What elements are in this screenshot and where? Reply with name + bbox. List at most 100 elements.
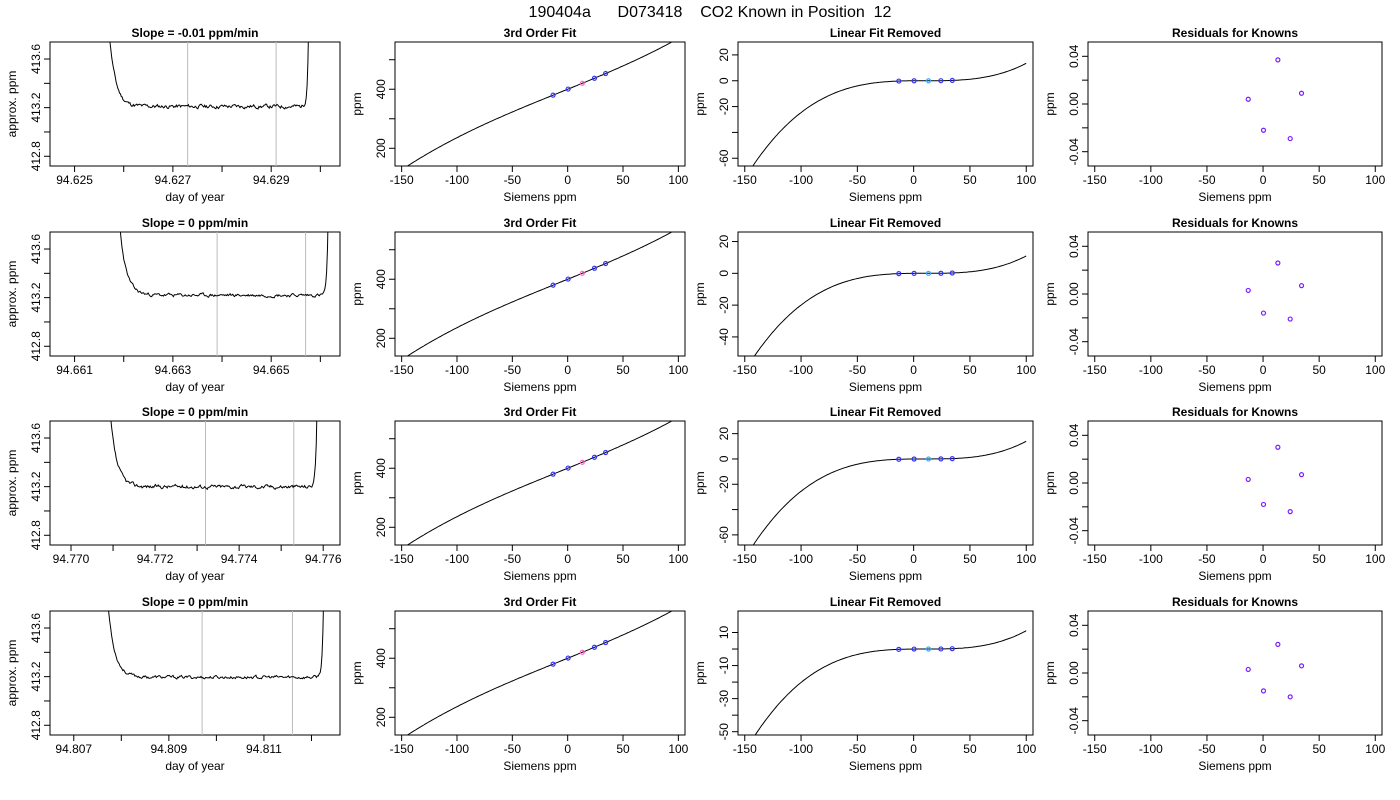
data-point bbox=[896, 456, 902, 462]
plot-area bbox=[1245, 641, 1305, 700]
data-point bbox=[911, 78, 917, 84]
y-axis-label: ppm bbox=[1043, 661, 1057, 684]
data-point bbox=[949, 270, 955, 276]
x-tick-label: -150 bbox=[390, 742, 414, 756]
y-tick-label: 0.00 bbox=[1067, 92, 1081, 116]
y-tick-label: 0 bbox=[717, 77, 731, 84]
data-point bbox=[925, 270, 932, 276]
residual-point bbox=[1245, 287, 1251, 294]
y-tick-label: 0.04 bbox=[1067, 234, 1081, 258]
y-tick-label: 200 bbox=[374, 517, 388, 537]
data-point bbox=[591, 75, 598, 81]
x-tick-label: 100 bbox=[668, 552, 688, 566]
y-tick-label: 400 bbox=[374, 648, 388, 668]
plot-frame bbox=[49, 610, 341, 736]
y-tick-label: -0.04 bbox=[1067, 517, 1081, 545]
x-tick-label: 94.663 bbox=[155, 363, 192, 377]
residual-point bbox=[1298, 90, 1305, 96]
x-tick-label: 0 bbox=[1260, 742, 1267, 756]
fit-curve bbox=[752, 440, 1027, 545]
x-axis-label: day of year bbox=[165, 380, 224, 394]
x-axis-label: Siemens ppm bbox=[503, 380, 576, 394]
y-tick-label: -20 bbox=[717, 296, 731, 314]
x-tick-label: 0 bbox=[564, 552, 571, 566]
x-tick-label: -100 bbox=[789, 173, 813, 187]
panel-4-2: 3rd Order Fit -150 -100 -50 0 50 100 200 400 Siem… bbox=[350, 595, 689, 773]
y-tick-label: 413.2 bbox=[29, 92, 43, 122]
plot-frame bbox=[49, 41, 341, 167]
x-tick-label: 94.665 bbox=[253, 363, 290, 377]
y-tick-label: 413.6 bbox=[29, 613, 43, 643]
x-tick-label: 50 bbox=[1312, 552, 1326, 566]
x-tick-label: -50 bbox=[504, 363, 522, 377]
y-tick-label: 400 bbox=[374, 458, 388, 478]
fit-curve bbox=[753, 255, 1027, 356]
y-axis-label: approx. ppm bbox=[5, 261, 19, 328]
x-tick-label: -150 bbox=[1083, 363, 1107, 377]
x-tick-label: -150 bbox=[390, 552, 414, 566]
fit-curve bbox=[754, 630, 1027, 735]
x-tick-label: 50 bbox=[963, 363, 977, 377]
data-point bbox=[550, 471, 556, 477]
x-tick-label: -150 bbox=[733, 552, 757, 566]
y-tick-label: 0.04 bbox=[1067, 613, 1081, 637]
panel-title: Linear Fit Removed bbox=[830, 405, 941, 419]
data-series bbox=[110, 421, 318, 491]
plot-area bbox=[1245, 57, 1305, 142]
y-tick-label: 400 bbox=[374, 79, 388, 99]
x-tick-label: 100 bbox=[668, 173, 688, 187]
data-point bbox=[603, 260, 609, 267]
plot-frame bbox=[1087, 231, 1383, 357]
y-tick-label: 0.00 bbox=[1067, 282, 1081, 306]
x-axis-label: Siemens ppm bbox=[849, 759, 922, 773]
x-tick-label: 94.661 bbox=[56, 363, 93, 377]
panel-3-1: Slope = 0 ppm/min 94.770 94.772 94.774 94.77… bbox=[5, 405, 342, 583]
x-tick-label: 50 bbox=[1312, 363, 1326, 377]
x-axis-label: Siemens ppm bbox=[503, 569, 576, 583]
x-tick-label: 50 bbox=[1312, 173, 1326, 187]
x-axis-label: day of year bbox=[165, 759, 224, 773]
data-point bbox=[565, 86, 571, 92]
y-tick-label: 413.6 bbox=[29, 423, 43, 453]
residual-point bbox=[1245, 96, 1251, 102]
fit-curve bbox=[406, 421, 673, 545]
panel-1-2: 3rd Order Fit -150 -100 -50 0 50 100 200 400 Siem… bbox=[350, 26, 689, 204]
y-tick-label: 20 bbox=[717, 427, 731, 441]
x-axis-label: Siemens ppm bbox=[1198, 380, 1271, 394]
plot-area bbox=[752, 440, 1027, 545]
y-tick-label: -20 bbox=[717, 98, 731, 116]
residual-point bbox=[1287, 316, 1293, 322]
fit-curve bbox=[406, 42, 673, 166]
x-axis-label: day of year bbox=[165, 569, 224, 583]
x-axis-label: Siemens ppm bbox=[503, 190, 576, 204]
x-tick-label: -100 bbox=[1139, 363, 1163, 377]
y-axis-label: ppm bbox=[1043, 282, 1057, 305]
plot-area bbox=[406, 421, 673, 545]
plot-frame bbox=[49, 231, 341, 357]
x-tick-label: -100 bbox=[789, 363, 813, 377]
panel-2-1: Slope = 0 ppm/min 94.661 94.663 94.665 412.8… bbox=[5, 216, 341, 394]
residual-point bbox=[1287, 135, 1293, 142]
data-point bbox=[938, 270, 944, 276]
data-point bbox=[591, 265, 598, 271]
residual-point bbox=[1275, 641, 1281, 647]
x-tick-label: -150 bbox=[390, 173, 414, 187]
y-axis-label: ppm bbox=[693, 282, 707, 305]
x-tick-label: 94.807 bbox=[55, 742, 92, 756]
panel-title: Slope = -0.01 ppm/min bbox=[131, 26, 258, 40]
residual-point bbox=[1260, 501, 1267, 508]
panel-1-4: Residuals for Knowns -150 -100 -50 0 50 100 -0.… bbox=[1043, 26, 1386, 204]
data-point bbox=[938, 78, 944, 84]
plot-area bbox=[753, 255, 1027, 356]
x-tick-label: 100 bbox=[668, 363, 688, 377]
x-tick-label: -150 bbox=[1083, 173, 1107, 187]
panel-4-1: Slope = 0 ppm/min 94.807 94.809 94.811 412.8… bbox=[5, 595, 341, 773]
panel-3-2: 3rd Order Fit -150 -100 -50 0 50 100 200 400 Siem… bbox=[350, 405, 689, 583]
x-tick-label: 50 bbox=[963, 173, 977, 187]
x-tick-label: -100 bbox=[1139, 742, 1163, 756]
x-tick-label: -50 bbox=[1198, 552, 1216, 566]
panel-title: 3rd Order Fit bbox=[504, 26, 577, 40]
x-tick-label: -50 bbox=[849, 742, 867, 756]
y-axis-label: ppm bbox=[693, 661, 707, 684]
data-point bbox=[579, 649, 585, 655]
